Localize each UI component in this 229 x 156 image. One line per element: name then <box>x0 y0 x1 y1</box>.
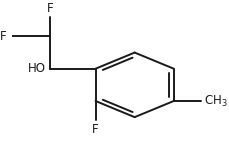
Text: F: F <box>0 30 7 43</box>
Text: CH$_3$: CH$_3$ <box>203 93 227 109</box>
Text: HO: HO <box>28 62 46 75</box>
Text: F: F <box>47 2 54 15</box>
Text: F: F <box>92 123 98 136</box>
